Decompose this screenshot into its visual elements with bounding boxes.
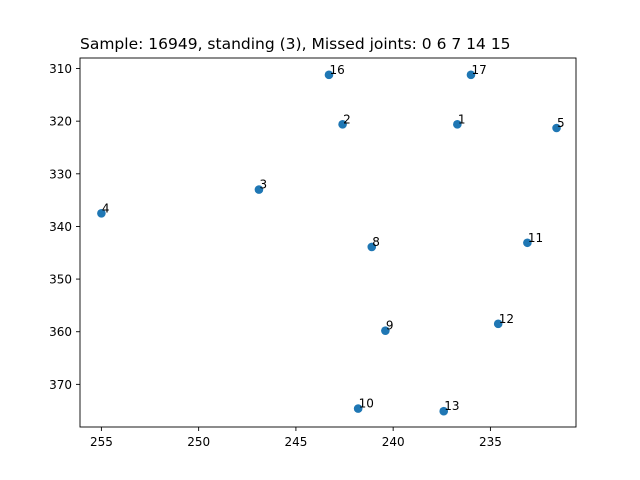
data-point (552, 123, 561, 133)
point-label: 12 (499, 312, 514, 326)
data-point (453, 120, 462, 129)
point-label: 9 (386, 319, 394, 333)
point-label: 13 (444, 399, 459, 413)
x-tick-label: 245 (284, 435, 307, 449)
data-point (493, 319, 503, 329)
y-tick-label: 350 (49, 273, 72, 287)
data-point (353, 404, 363, 413)
y-tick-label: 360 (49, 325, 72, 339)
point-label: 16 (329, 63, 344, 77)
point-label: 2 (343, 112, 351, 126)
x-tick-label: 255 (90, 435, 113, 449)
data-points (97, 70, 561, 416)
data-point (324, 70, 334, 80)
data-point (466, 70, 476, 80)
point-label: 11 (528, 231, 543, 245)
data-point (367, 242, 377, 252)
y-tick-label: 320 (49, 115, 72, 129)
data-point (338, 120, 347, 129)
point-label: 10 (359, 397, 374, 411)
point-label: 3 (259, 178, 267, 192)
chart-title: Sample: 16949, standing (3), Missed join… (80, 35, 511, 53)
data-point (254, 185, 264, 194)
y-tick-label: 310 (49, 62, 72, 76)
y-tick-label: 370 (49, 378, 72, 392)
point-label: 1 (458, 112, 466, 126)
data-point (523, 238, 532, 248)
data-point (381, 326, 390, 335)
point-label: 4 (102, 201, 110, 215)
x-tick-label: 240 (382, 435, 405, 449)
x-tick-label: 250 (187, 435, 210, 449)
data-point (439, 406, 449, 416)
point-label: 8 (372, 235, 380, 249)
data-point (97, 208, 106, 218)
point-label: 5 (557, 116, 565, 130)
y-tick-label: 330 (49, 167, 72, 181)
y-tick-label: 340 (49, 220, 72, 234)
x-tick-label: 235 (479, 435, 502, 449)
point-label: 17 (471, 63, 486, 77)
axes-frame (79, 57, 577, 428)
